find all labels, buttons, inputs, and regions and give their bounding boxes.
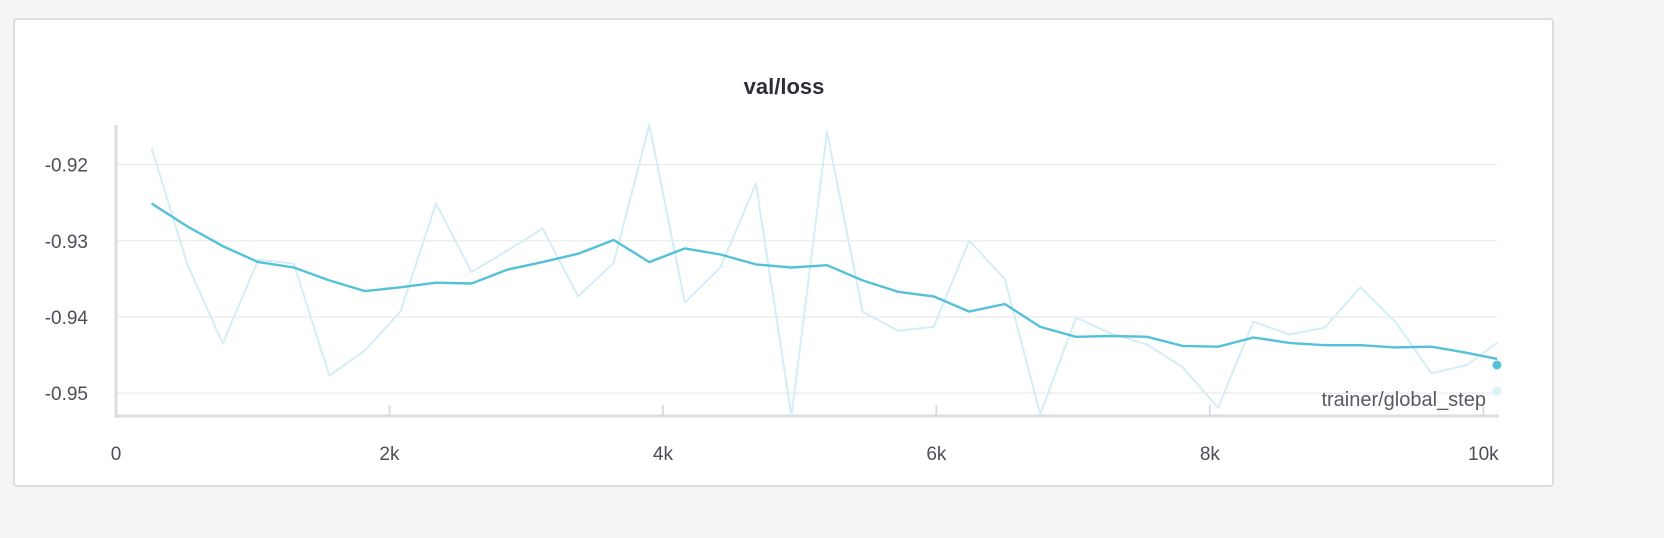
x-tick-label: 8k xyxy=(1200,444,1221,465)
x-tick-label: 0 xyxy=(111,444,122,465)
chart-panel xyxy=(13,18,1554,487)
end-marker-smoothed xyxy=(1492,360,1502,370)
series-layer xyxy=(150,124,1502,417)
y-tick-label: -0.95 xyxy=(45,384,88,405)
chart-title: val/loss xyxy=(744,74,825,99)
series-line-raw xyxy=(150,124,1498,417)
x-tick-label: 2k xyxy=(379,444,400,465)
series-line-smoothed xyxy=(150,202,1498,361)
end-marker-raw xyxy=(1492,386,1502,396)
grid-lines xyxy=(116,164,1497,394)
y-tick-label: -0.94 xyxy=(45,308,89,329)
axes: -0.92 -0.93 -0.94 -0.95 0 2k 4k 6k 8k 10k xyxy=(45,125,1499,465)
x-tick-label: 4k xyxy=(653,444,674,465)
y-tick-label: -0.92 xyxy=(45,156,88,177)
x-tick-label: 6k xyxy=(926,444,947,465)
x-axis-label: trainer/global_step xyxy=(1321,389,1486,411)
x-tick-label: 10k xyxy=(1468,444,1499,465)
y-tick-label: -0.93 xyxy=(45,232,88,253)
